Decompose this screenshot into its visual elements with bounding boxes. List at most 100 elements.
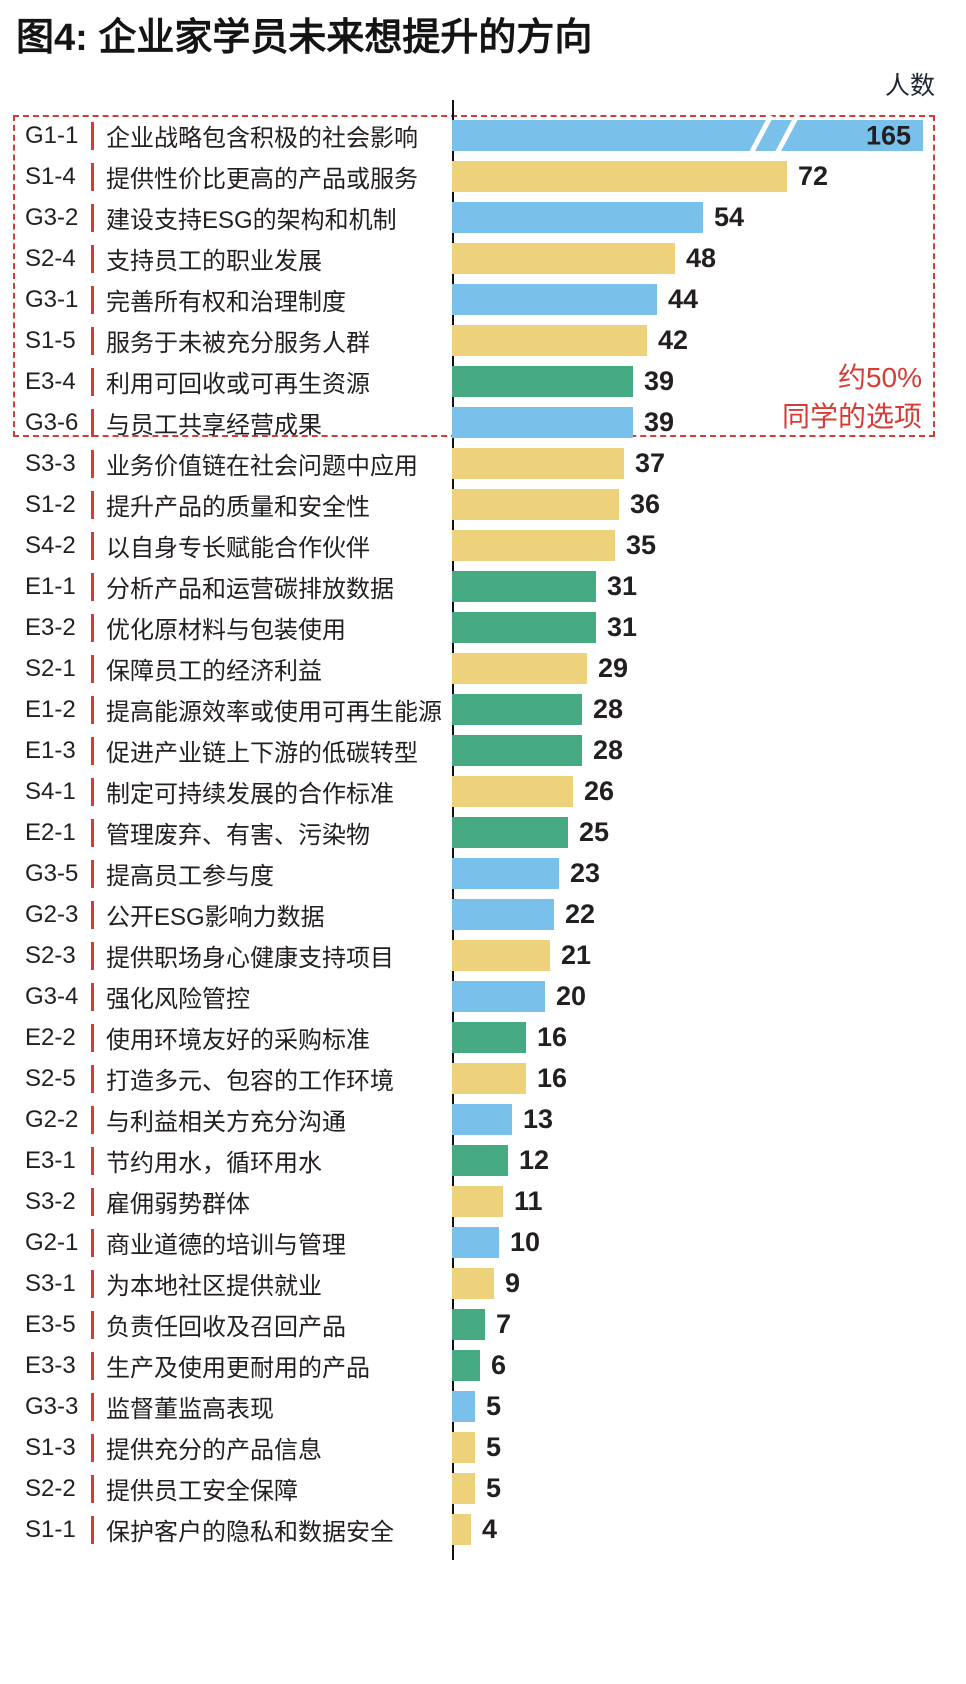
bar-label-group: G3-2 建设支持ESG的架构和机制: [0, 200, 452, 235]
bar-label-group: S1-1 保护客户的隐私和数据安全: [0, 1512, 452, 1547]
bar-value: 22: [565, 899, 596, 929]
red-separator: [91, 449, 94, 478]
item-code: E2-1: [25, 818, 76, 846]
item-label: 使用环境友好的采购标准: [106, 1027, 370, 1054]
item-label: 保护客户的隐私和数据安全: [106, 1519, 394, 1546]
bar-area: 6: [452, 1350, 966, 1381]
bar-area: 28: [452, 694, 966, 725]
bar: [452, 1514, 471, 1545]
bar-value: 35: [626, 530, 657, 560]
bar-area: 16: [452, 1063, 966, 1094]
item-code: G3-1: [25, 285, 79, 313]
bar-label-group: E2-2 使用环境友好的采购标准: [0, 1020, 452, 1055]
bar: [452, 1022, 526, 1053]
bar: [452, 735, 582, 766]
bar-value: 29: [598, 653, 629, 683]
item-code: S2-5: [25, 1064, 76, 1092]
bar-label-group: S1-5 服务于未被充分服务人群: [0, 323, 452, 358]
bar-row: S2-1 保障员工的经济利益 29: [0, 648, 966, 689]
bar-label-group: E3-2 优化原材料与包装使用: [0, 610, 452, 645]
bar-value: 28: [593, 735, 624, 765]
bar-label-group: S3-1 为本地社区提供就业: [0, 1266, 452, 1301]
bar-value: 48: [686, 243, 717, 273]
bar-rows: G1-1 企业战略包含积极的社会影响 165 S1-4 提供性价比更高的产品或服务 72 G…: [0, 114, 966, 1550]
bar-value: 36: [630, 489, 661, 519]
bar-value: 5: [486, 1473, 502, 1503]
bar-label-group: S2-2 提供员工安全保障: [0, 1471, 452, 1506]
bar-value: 6: [491, 1350, 507, 1380]
bar-value: 25: [579, 817, 610, 847]
item-label: 提供性价比更高的产品或服务: [106, 166, 418, 193]
bar-row: G1-1 企业战略包含积极的社会影响 165: [0, 114, 966, 157]
bar-label-group: G1-1 企业战略包含积极的社会影响: [0, 118, 452, 153]
item-code: G3-2: [25, 203, 79, 231]
bar-area: 39: [452, 366, 966, 397]
bar-value: 12: [519, 1145, 550, 1175]
item-label: 提高能源效率或使用可再生能源: [106, 699, 442, 726]
bar-value: 5: [486, 1391, 502, 1421]
bar-row: S1-1 保护客户的隐私和数据安全 4: [0, 1509, 966, 1550]
item-code: G2-2: [25, 1105, 79, 1133]
item-code: G3-3: [25, 1392, 79, 1420]
bar-label-group: S3-3 业务价值链在社会问题中应用: [0, 446, 452, 481]
bar: [452, 1473, 475, 1504]
bar: [452, 366, 633, 397]
bar-area: 10: [452, 1227, 966, 1258]
item-code: S3-1: [25, 1269, 76, 1297]
item-label: 提供充分的产品信息: [106, 1437, 322, 1464]
bar-row: S2-5 打造多元、包容的工作环境 16: [0, 1058, 966, 1099]
bar-label-group: S1-3 提供充分的产品信息: [0, 1430, 452, 1465]
bar-row: S1-5 服务于未被充分服务人群 42: [0, 320, 966, 361]
bar-row: G3-3 监督董监高表现 5: [0, 1386, 966, 1427]
bar-row: S3-1 为本地社区提供就业 9: [0, 1263, 966, 1304]
bar: [452, 1350, 480, 1381]
bar-row: G3-2 建设支持ESG的架构和机制 54: [0, 197, 966, 238]
bar-value: 31: [607, 612, 638, 642]
item-code: S3-3: [25, 449, 76, 477]
bar-label-group: S3-2 雇佣弱势群体: [0, 1184, 452, 1219]
bar-area: 42: [452, 325, 966, 356]
bar-row: S4-1 制定可持续发展的合作标准 26: [0, 771, 966, 812]
axis-break-mark: [773, 114, 800, 157]
bar-value: 39: [644, 407, 675, 437]
bar-row: G3-5 提高员工参与度 23: [0, 853, 966, 894]
bar: [452, 1063, 526, 1094]
red-separator: [91, 121, 94, 150]
bar-label-group: S4-1 制定可持续发展的合作标准: [0, 774, 452, 809]
bar-label-group: S1-2 提升产品的质量和安全性: [0, 487, 452, 522]
red-separator: [91, 1228, 94, 1257]
bar-label-group: G3-4 强化风险管控: [0, 979, 452, 1014]
red-separator: [91, 162, 94, 191]
highlight-annotation-line2: 同学的选项: [781, 401, 922, 432]
item-label: 打造多元、包容的工作环境: [106, 1068, 394, 1095]
bar-label-group: E3-1 节约用水，循环用水: [0, 1143, 452, 1178]
bar-area: 29: [452, 653, 966, 684]
bar-label-group: E3-3 生产及使用更耐用的产品: [0, 1348, 452, 1383]
red-separator: [91, 244, 94, 273]
bar: [452, 489, 619, 520]
bar: [452, 981, 545, 1012]
bar-area: 23: [452, 858, 966, 889]
red-separator: [91, 982, 94, 1011]
bar: [452, 202, 703, 233]
bar: [452, 243, 675, 274]
bar: [452, 161, 787, 192]
bar-row: S3-2 雇佣弱势群体 11: [0, 1181, 966, 1222]
red-separator: [91, 1351, 94, 1380]
item-code: S2-4: [25, 244, 76, 272]
bar-value: 26: [584, 776, 615, 806]
red-separator: [91, 1433, 94, 1462]
bar: [452, 1432, 475, 1463]
bar-row: G3-6 与员工共享经营成果 39: [0, 402, 966, 443]
bar-row: E2-2 使用环境友好的采购标准 16: [0, 1017, 966, 1058]
bar: [452, 325, 647, 356]
bar-label-group: G3-1 完善所有权和治理制度: [0, 282, 452, 317]
highlight-annotation-line1: 约50%: [837, 362, 922, 393]
bar-area: 35: [452, 530, 966, 561]
item-label: 公开ESG影响力数据: [106, 904, 325, 931]
item-label: 提供职场身心健康支持项目: [106, 945, 394, 972]
bar-row: S1-4 提供性价比更高的产品或服务 72: [0, 156, 966, 197]
item-code: E1-2: [25, 695, 76, 723]
bar-area: 4: [452, 1514, 966, 1545]
bar-value: 31: [607, 571, 638, 601]
